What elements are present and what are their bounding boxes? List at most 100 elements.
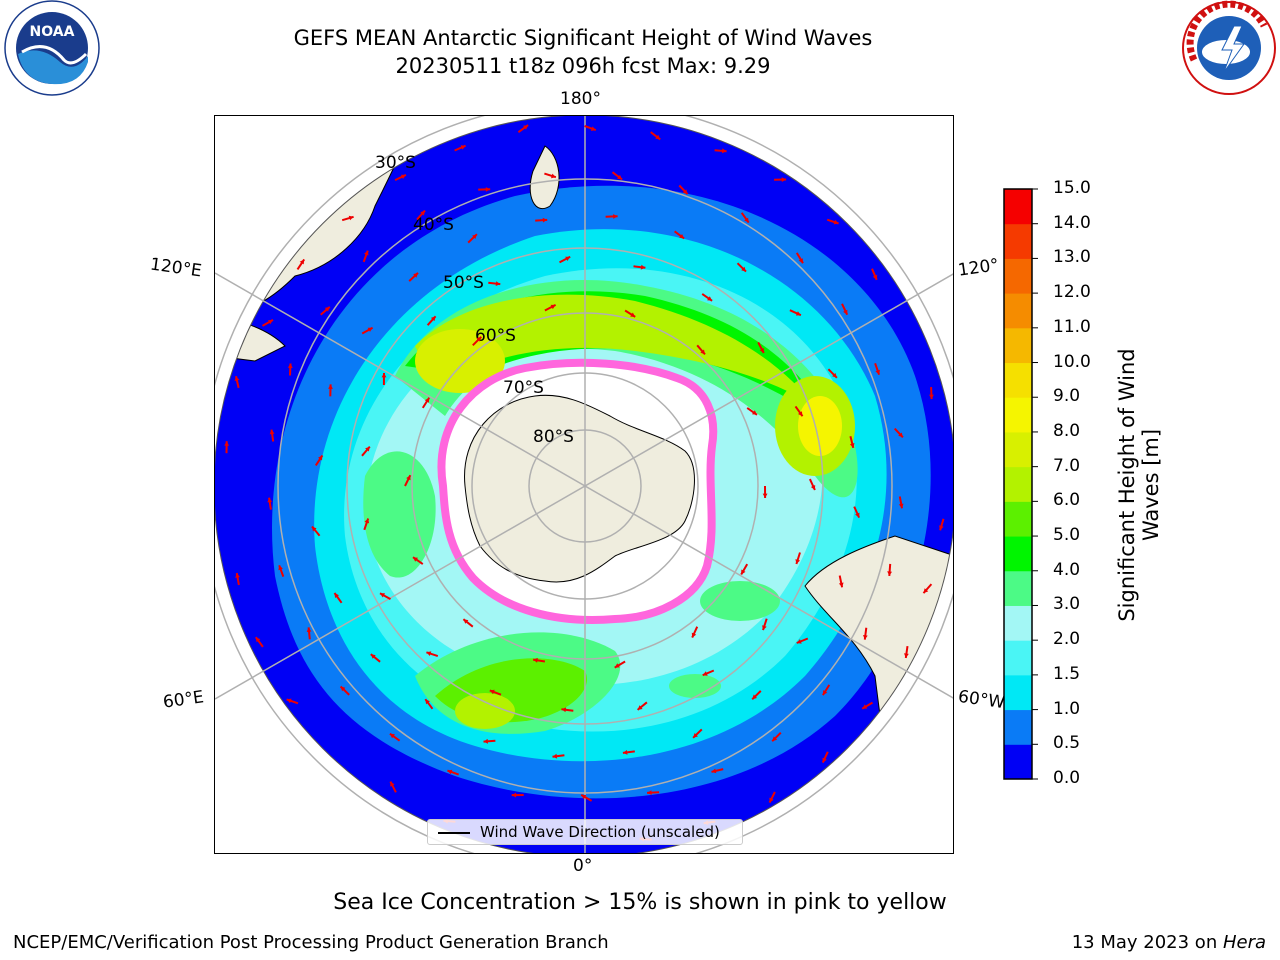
wave-direction-arrowhead [365, 446, 370, 452]
noaa-logo: NOAA [4, 0, 100, 96]
colorbar-tick-label: 15.0 [1053, 178, 1091, 198]
wave-direction-arrowhead [781, 177, 787, 182]
wave-direction-arrowhead [400, 174, 406, 179]
lon-label-120w: 120° [956, 255, 1001, 281]
wave-direction-arrowhead [796, 639, 802, 644]
wave-direction-arrowhead [923, 588, 929, 594]
wave-direction-arrowhead [483, 738, 488, 744]
colorbar-segment [1004, 501, 1032, 537]
colorbar-tick-label: 0.5 [1053, 733, 1081, 754]
colorbar-tick-label: 4.0 [1053, 559, 1081, 580]
wave-direction-arrowhead [413, 272, 418, 278]
wave-direction-arrowhead [741, 266, 746, 272]
wave-direction-arrowhead [476, 336, 482, 342]
colorbar-tick-label: 13.0 [1053, 247, 1091, 268]
wave-direction-arrowhead [561, 707, 567, 713]
wave-direction-arrowhead [424, 397, 430, 403]
wave-direction-arrowhead [795, 559, 800, 564]
colorbar-segment [1004, 536, 1032, 572]
wave-direction-arrowhead [832, 373, 837, 378]
footer-date: 13 May 2023 on Hera [1072, 932, 1266, 953]
wave-direction-arrowhead [328, 384, 333, 389]
wave-direction-arrowhead [617, 174, 623, 180]
wave-direction-arrowhead [798, 258, 803, 264]
wave-direction-arrowhead [420, 210, 425, 216]
wave-direction-arrowhead [822, 757, 827, 763]
wave-direction-arrowhead [590, 126, 596, 131]
lat-label-50s: 50°S [443, 273, 484, 293]
wave-direction-arrowhead [862, 704, 868, 709]
lat-label-80s: 80°S [533, 427, 574, 447]
wave-direction-arrowhead [691, 632, 697, 638]
map-title: GEFS MEAN Antarctic Significant Height o… [293, 26, 873, 50]
wave-direction-arrowhead [700, 349, 705, 355]
wave-direction-arrowhead [364, 518, 370, 524]
antarctic-map: 30°S 40°S 50°S 60°S 70°S 80°S Wind Wave … [214, 115, 954, 854]
wave-direction-arrowhead [843, 309, 848, 315]
wave-direction-arrowhead [898, 503, 904, 509]
wave-direction-arrowhead [798, 411, 803, 417]
colorbar [1003, 188, 1038, 780]
colorbar-tick-label: 14.0 [1053, 212, 1091, 233]
wave-direction-arrowhead [898, 432, 903, 438]
wave-direction-arrowhead [299, 259, 305, 265]
wave-direction-arrowhead [810, 485, 816, 490]
wave-direction-arrowhead [364, 250, 369, 256]
colorbar-segment [1004, 189, 1032, 225]
lon-label-0: 0° [573, 856, 593, 876]
wave-direction-arrowhead [762, 493, 768, 498]
wave-direction-arrowhead [340, 686, 346, 692]
wave-direction-arrowhead [318, 455, 323, 461]
wave-direction-arrowhead [269, 429, 275, 435]
wave-direction-arrowhead [406, 475, 411, 481]
colorbar-segment [1004, 640, 1032, 676]
lat-label-30s: 30°S [375, 153, 416, 173]
wave-direction-arrowhead [614, 663, 620, 668]
wave-direction-arrowhead [929, 394, 934, 400]
lat-label-60s: 60°S [475, 326, 516, 346]
wave-direction-arrowhead [769, 797, 774, 803]
footer-machine: Hera [1222, 932, 1266, 953]
wave-direction-arrowhead [334, 593, 339, 598]
colorbar-segment [1004, 709, 1032, 745]
wave-direction-arrowhead [744, 217, 749, 223]
wave-direction-arrowhead [367, 327, 373, 332]
wave-direction-arrowhead [622, 750, 628, 755]
wave-direction-arrowhead [426, 651, 432, 656]
colorbar-tick-label: 11.0 [1053, 316, 1091, 337]
wave-direction-arrowhead [637, 705, 643, 710]
wave-direction-arrowhead [389, 733, 395, 739]
svg-text:NOAA: NOAA [30, 24, 75, 40]
wave-direction-arrowhead [235, 573, 240, 578]
colorbar-segment [1004, 223, 1032, 259]
wave-direction-arrowhead [495, 281, 501, 286]
colorbar-segment [1004, 674, 1032, 711]
lat-label-70s: 70°S [503, 378, 544, 398]
wave-direction-arrowhead [741, 569, 746, 575]
wave-direction-arrowhead [224, 441, 229, 446]
wave-direction-arrowhead [565, 256, 571, 261]
wave-direction-arrowhead [863, 635, 868, 640]
wave-direction-arrowhead [485, 187, 491, 192]
wave-direction-arrowhead [551, 173, 556, 179]
wave-direction-arrowhead [647, 790, 652, 795]
wave-direction-arrowhead [234, 376, 240, 381]
wave-direction-arrowhead [370, 654, 376, 659]
wave-direction-arrowhead [711, 768, 717, 774]
wave-direction-arrowhead [552, 753, 558, 759]
wave-direction-arrowhead [287, 363, 293, 368]
wave-direction-arrowhead [752, 694, 757, 700]
wave-direction-arrowhead [581, 794, 587, 800]
wave-direction-arrowhead [702, 671, 708, 676]
wave-direction-arrowhead [312, 526, 317, 532]
nws-logo [1182, 0, 1276, 95]
wave-direction-arrowhead [838, 582, 844, 588]
colorbar-segment [1004, 466, 1032, 502]
legend-line-swatch [438, 832, 470, 834]
colorbar-segment [1004, 327, 1032, 364]
wave-direction-arrowhead [904, 653, 909, 658]
lon-label-120e: 120°E [148, 254, 203, 282]
wave-direction-arrowhead [511, 792, 517, 798]
wave-direction-arrowhead [425, 699, 430, 705]
footer-credit: NCEP/EMC/Verification Post Processing Pr… [13, 932, 609, 953]
